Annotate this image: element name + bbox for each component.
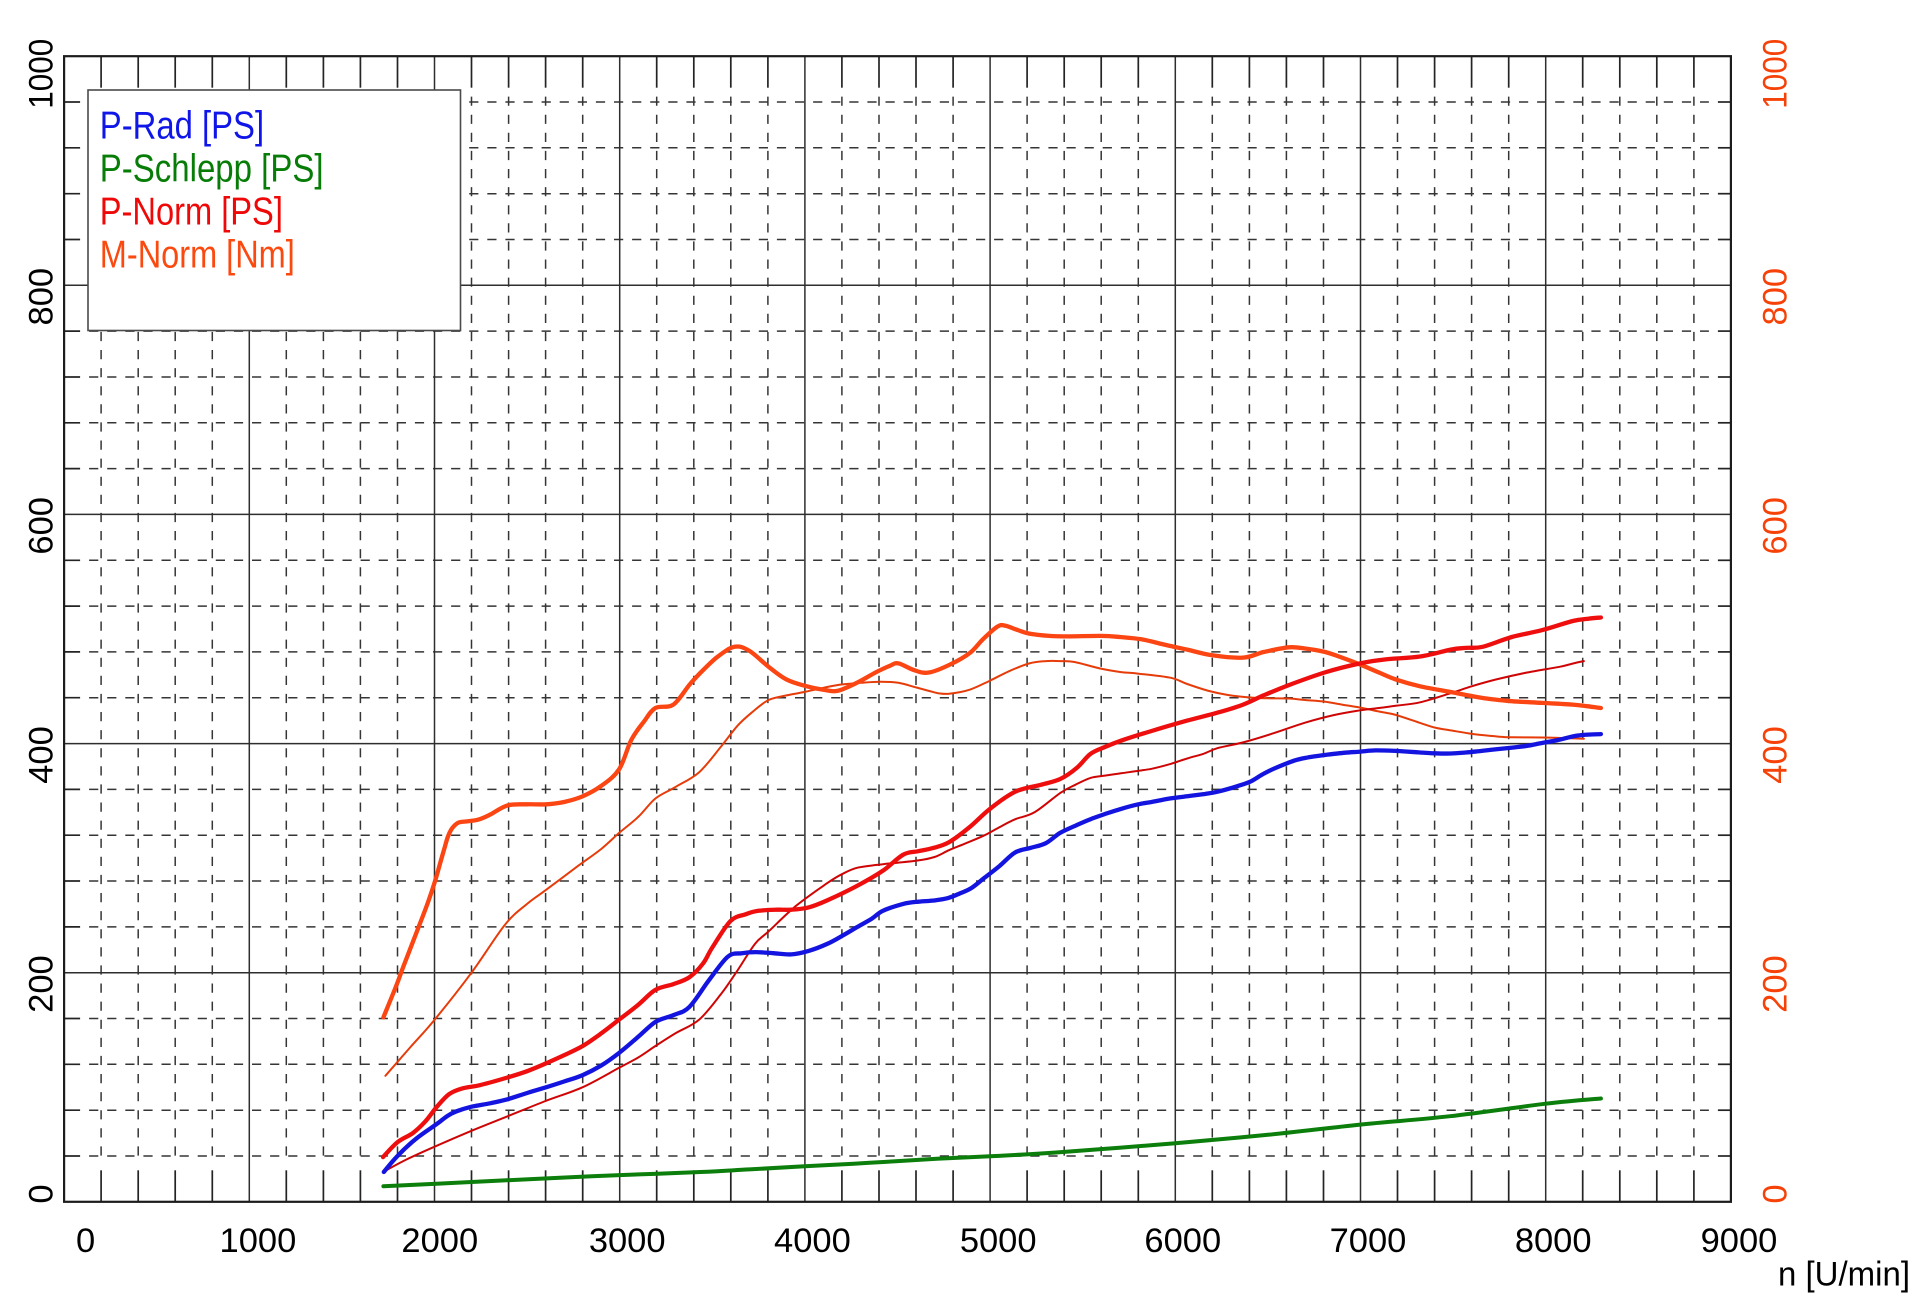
svg-text:4000: 4000 — [774, 1222, 851, 1260]
svg-text:P-Norm [PS]: P-Norm [PS] — [100, 191, 283, 234]
svg-text:200: 200 — [23, 955, 61, 1013]
svg-text:800: 800 — [23, 268, 61, 326]
svg-text:400: 400 — [1757, 726, 1795, 784]
svg-text:800: 800 — [1757, 268, 1795, 326]
svg-text:0: 0 — [23, 1184, 61, 1203]
svg-text:P-Schlepp [PS]: P-Schlepp [PS] — [100, 147, 324, 190]
svg-text:M-Norm [Nm]: M-Norm [Nm] — [100, 234, 295, 277]
svg-text:9000: 9000 — [1701, 1222, 1778, 1260]
svg-text:1000: 1000 — [220, 1222, 297, 1260]
svg-text:1000: 1000 — [23, 39, 61, 109]
svg-text:5000: 5000 — [960, 1222, 1037, 1260]
svg-text:3000: 3000 — [589, 1222, 666, 1260]
svg-text:6000: 6000 — [1144, 1222, 1221, 1260]
svg-text:600: 600 — [1757, 497, 1795, 555]
svg-text:8000: 8000 — [1515, 1222, 1592, 1260]
svg-text:P-Rad [PS]: P-Rad [PS] — [100, 104, 264, 147]
svg-text:600: 600 — [23, 497, 61, 555]
svg-text:200: 200 — [1757, 955, 1795, 1013]
svg-text:0: 0 — [76, 1222, 95, 1260]
svg-text:0: 0 — [1757, 1184, 1795, 1203]
svg-text:2000: 2000 — [401, 1222, 478, 1260]
svg-text:7000: 7000 — [1330, 1222, 1407, 1260]
svg-text:n [U/min]: n [U/min] — [1778, 1256, 1910, 1294]
svg-text:1000: 1000 — [1757, 39, 1795, 109]
svg-text:400: 400 — [23, 726, 61, 784]
